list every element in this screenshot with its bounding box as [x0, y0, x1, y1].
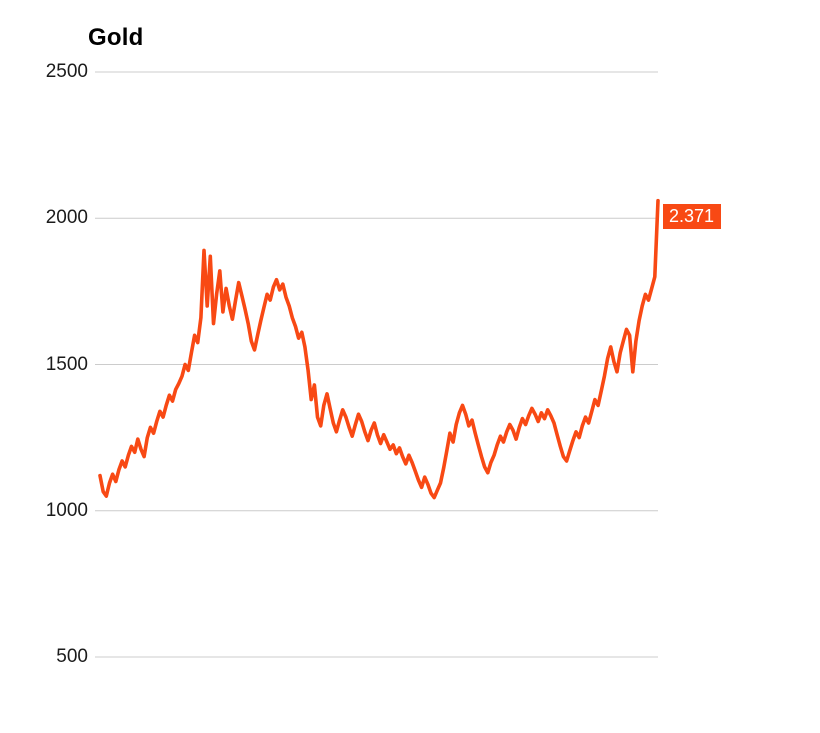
price-line	[98, 198, 660, 500]
y-tick-label: 1500	[45, 353, 88, 375]
last-price-badge: 2.371	[663, 204, 722, 229]
chart-title: Gold	[88, 24, 144, 51]
y-tick-label: 1000	[45, 499, 88, 521]
y-tick-label: 2500	[45, 61, 88, 82]
y-tick-label: 2000	[45, 207, 88, 229]
y-tick-label: 500	[56, 646, 88, 667]
